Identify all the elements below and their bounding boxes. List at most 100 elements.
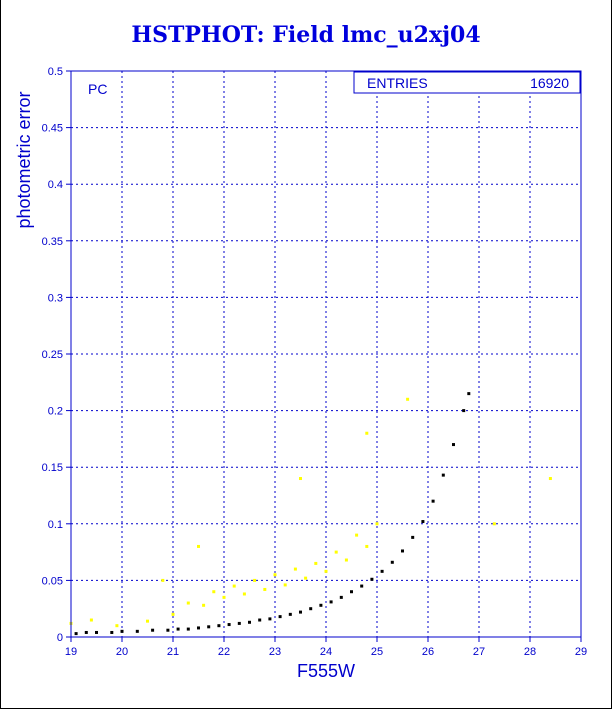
yellow-series <box>69 397 552 628</box>
stats-box: ENTRIES 16920 <box>353 71 581 94</box>
data-point <box>375 522 379 526</box>
data-point <box>283 583 287 587</box>
data-point <box>135 629 139 633</box>
data-point <box>268 617 272 621</box>
data-point <box>421 520 425 524</box>
x-tick-label: 22 <box>218 646 230 658</box>
x-tick-label: 28 <box>524 646 536 658</box>
data-point <box>299 477 302 481</box>
x-tick-label: 27 <box>473 646 485 658</box>
y-tick-label: 0.2 <box>48 406 63 418</box>
panel-label: PC <box>88 81 107 97</box>
data-point <box>263 587 267 591</box>
grid <box>70 70 582 638</box>
data-point <box>197 544 200 548</box>
data-point <box>452 443 455 447</box>
y-tick-label: 0.3 <box>48 292 63 304</box>
data-point <box>110 630 114 634</box>
data-point <box>176 627 180 631</box>
data-point <box>380 569 384 573</box>
data-point <box>304 576 308 580</box>
data-point <box>237 621 241 625</box>
data-point <box>248 620 251 624</box>
x-tick-label: 26 <box>422 646 434 658</box>
data-point <box>401 549 404 553</box>
x-tick-label: 25 <box>371 646 383 658</box>
data-point <box>258 618 262 622</box>
data-point <box>288 612 292 616</box>
data-point <box>120 629 124 633</box>
x-tick-label: 29 <box>575 646 587 658</box>
y-tick-label: 0.25 <box>42 349 63 361</box>
y-tick-label: 0.45 <box>42 123 63 135</box>
data-point <box>146 619 149 623</box>
data-point <box>293 567 297 571</box>
page-title: HSTPHOT: Field lmc_u2xj04 <box>131 22 481 48</box>
stats-entries-value: 16920 <box>530 75 569 91</box>
data-point <box>360 584 364 588</box>
data-point <box>242 592 246 596</box>
data-point <box>344 558 348 562</box>
data-point <box>492 522 496 526</box>
y-tick-label: 0.15 <box>42 462 63 474</box>
stats-entries-label: ENTRIES <box>367 75 428 91</box>
data-point <box>74 632 78 636</box>
data-point <box>95 630 98 634</box>
x-axis-label: F555W <box>297 661 355 681</box>
y-tick-label: 0.05 <box>42 575 63 587</box>
data-point <box>406 397 410 401</box>
data-point <box>151 628 155 632</box>
data-point <box>161 578 165 582</box>
data-point <box>186 601 190 605</box>
data-point <box>319 603 323 607</box>
data-point <box>273 573 277 577</box>
data-point <box>217 624 221 628</box>
x-tick-label: 23 <box>269 646 281 658</box>
x-tick-label: 20 <box>116 646 128 658</box>
data-point <box>355 533 359 537</box>
data-point <box>314 561 318 565</box>
data-point <box>339 595 343 599</box>
data-point <box>207 625 211 629</box>
data-point <box>431 499 435 503</box>
x-tick-label: 21 <box>167 646 179 658</box>
data-point <box>334 550 338 554</box>
data-point <box>309 607 313 611</box>
y-tick-label: 0 <box>57 632 63 644</box>
data-point <box>89 618 93 622</box>
data-point <box>467 392 471 396</box>
data-point <box>253 578 257 582</box>
y-tick-label: 0.5 <box>48 66 63 78</box>
data-point <box>365 544 369 548</box>
data-point <box>171 612 175 616</box>
plot-frame <box>70 70 582 638</box>
data-point <box>227 623 231 627</box>
x-tick-label: 19 <box>65 646 77 658</box>
data-point <box>115 624 119 628</box>
data-point <box>166 628 170 632</box>
data-point <box>197 626 200 630</box>
data-point <box>202 603 206 607</box>
data-point <box>329 600 333 604</box>
black-series <box>74 392 471 636</box>
data-point <box>299 610 302 614</box>
x-tick-label: 24 <box>320 646 332 658</box>
data-point <box>222 595 226 599</box>
y-tick-label: 0.35 <box>42 236 63 248</box>
data-point <box>278 615 282 619</box>
data-point <box>411 535 415 539</box>
data-point <box>365 431 369 435</box>
y-tick-label: 0.1 <box>48 519 63 531</box>
data-point <box>232 584 236 588</box>
axes: 19 20 21 22 23 24 25 26 27 28 29 0 0.05 0.1 0.15 0.2 0.2… <box>42 66 588 658</box>
data-point <box>462 409 466 413</box>
data-point <box>370 577 374 581</box>
y-axis-label: photometric error <box>14 91 34 228</box>
data-point <box>212 590 216 594</box>
data-point <box>548 477 552 481</box>
data-point <box>441 473 445 477</box>
data-point <box>390 560 394 564</box>
y-tick-label: 0.4 <box>48 179 63 191</box>
data-point <box>186 627 190 631</box>
